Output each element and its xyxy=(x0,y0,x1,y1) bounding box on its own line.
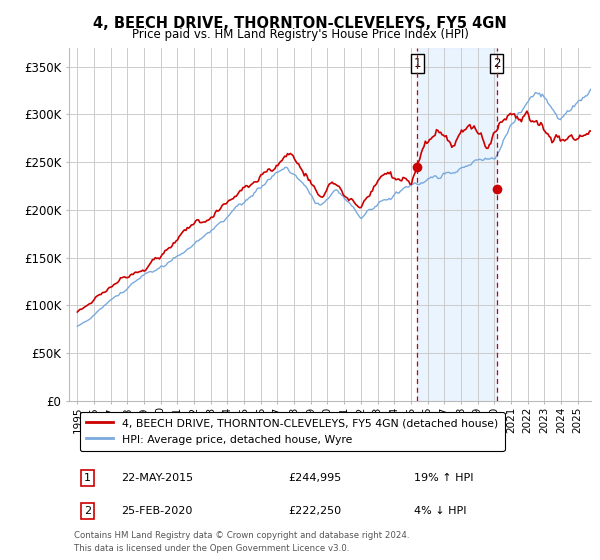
Text: 2: 2 xyxy=(493,57,500,71)
Text: 1: 1 xyxy=(413,57,421,71)
Text: 19% ↑ HPI: 19% ↑ HPI xyxy=(413,473,473,483)
Text: 4% ↓ HPI: 4% ↓ HPI xyxy=(413,506,466,516)
Text: Price paid vs. HM Land Registry's House Price Index (HPI): Price paid vs. HM Land Registry's House … xyxy=(131,28,469,41)
Text: £244,995: £244,995 xyxy=(288,473,341,483)
Text: 2: 2 xyxy=(84,506,91,516)
Text: This data is licensed under the Open Government Licence v3.0.: This data is licensed under the Open Gov… xyxy=(74,544,350,553)
Text: Contains HM Land Registry data © Crown copyright and database right 2024.: Contains HM Land Registry data © Crown c… xyxy=(74,531,410,540)
Text: 4, BEECH DRIVE, THORNTON-CLEVELEYS, FY5 4GN: 4, BEECH DRIVE, THORNTON-CLEVELEYS, FY5 … xyxy=(93,16,507,31)
Text: £222,250: £222,250 xyxy=(288,506,341,516)
Text: 25-FEB-2020: 25-FEB-2020 xyxy=(121,506,193,516)
Text: 22-MAY-2015: 22-MAY-2015 xyxy=(121,473,193,483)
Text: 1: 1 xyxy=(84,473,91,483)
Legend: 4, BEECH DRIVE, THORNTON-CLEVELEYS, FY5 4GN (detached house), HPI: Average price: 4, BEECH DRIVE, THORNTON-CLEVELEYS, FY5 … xyxy=(80,412,505,451)
Bar xyxy=(417,48,497,401)
